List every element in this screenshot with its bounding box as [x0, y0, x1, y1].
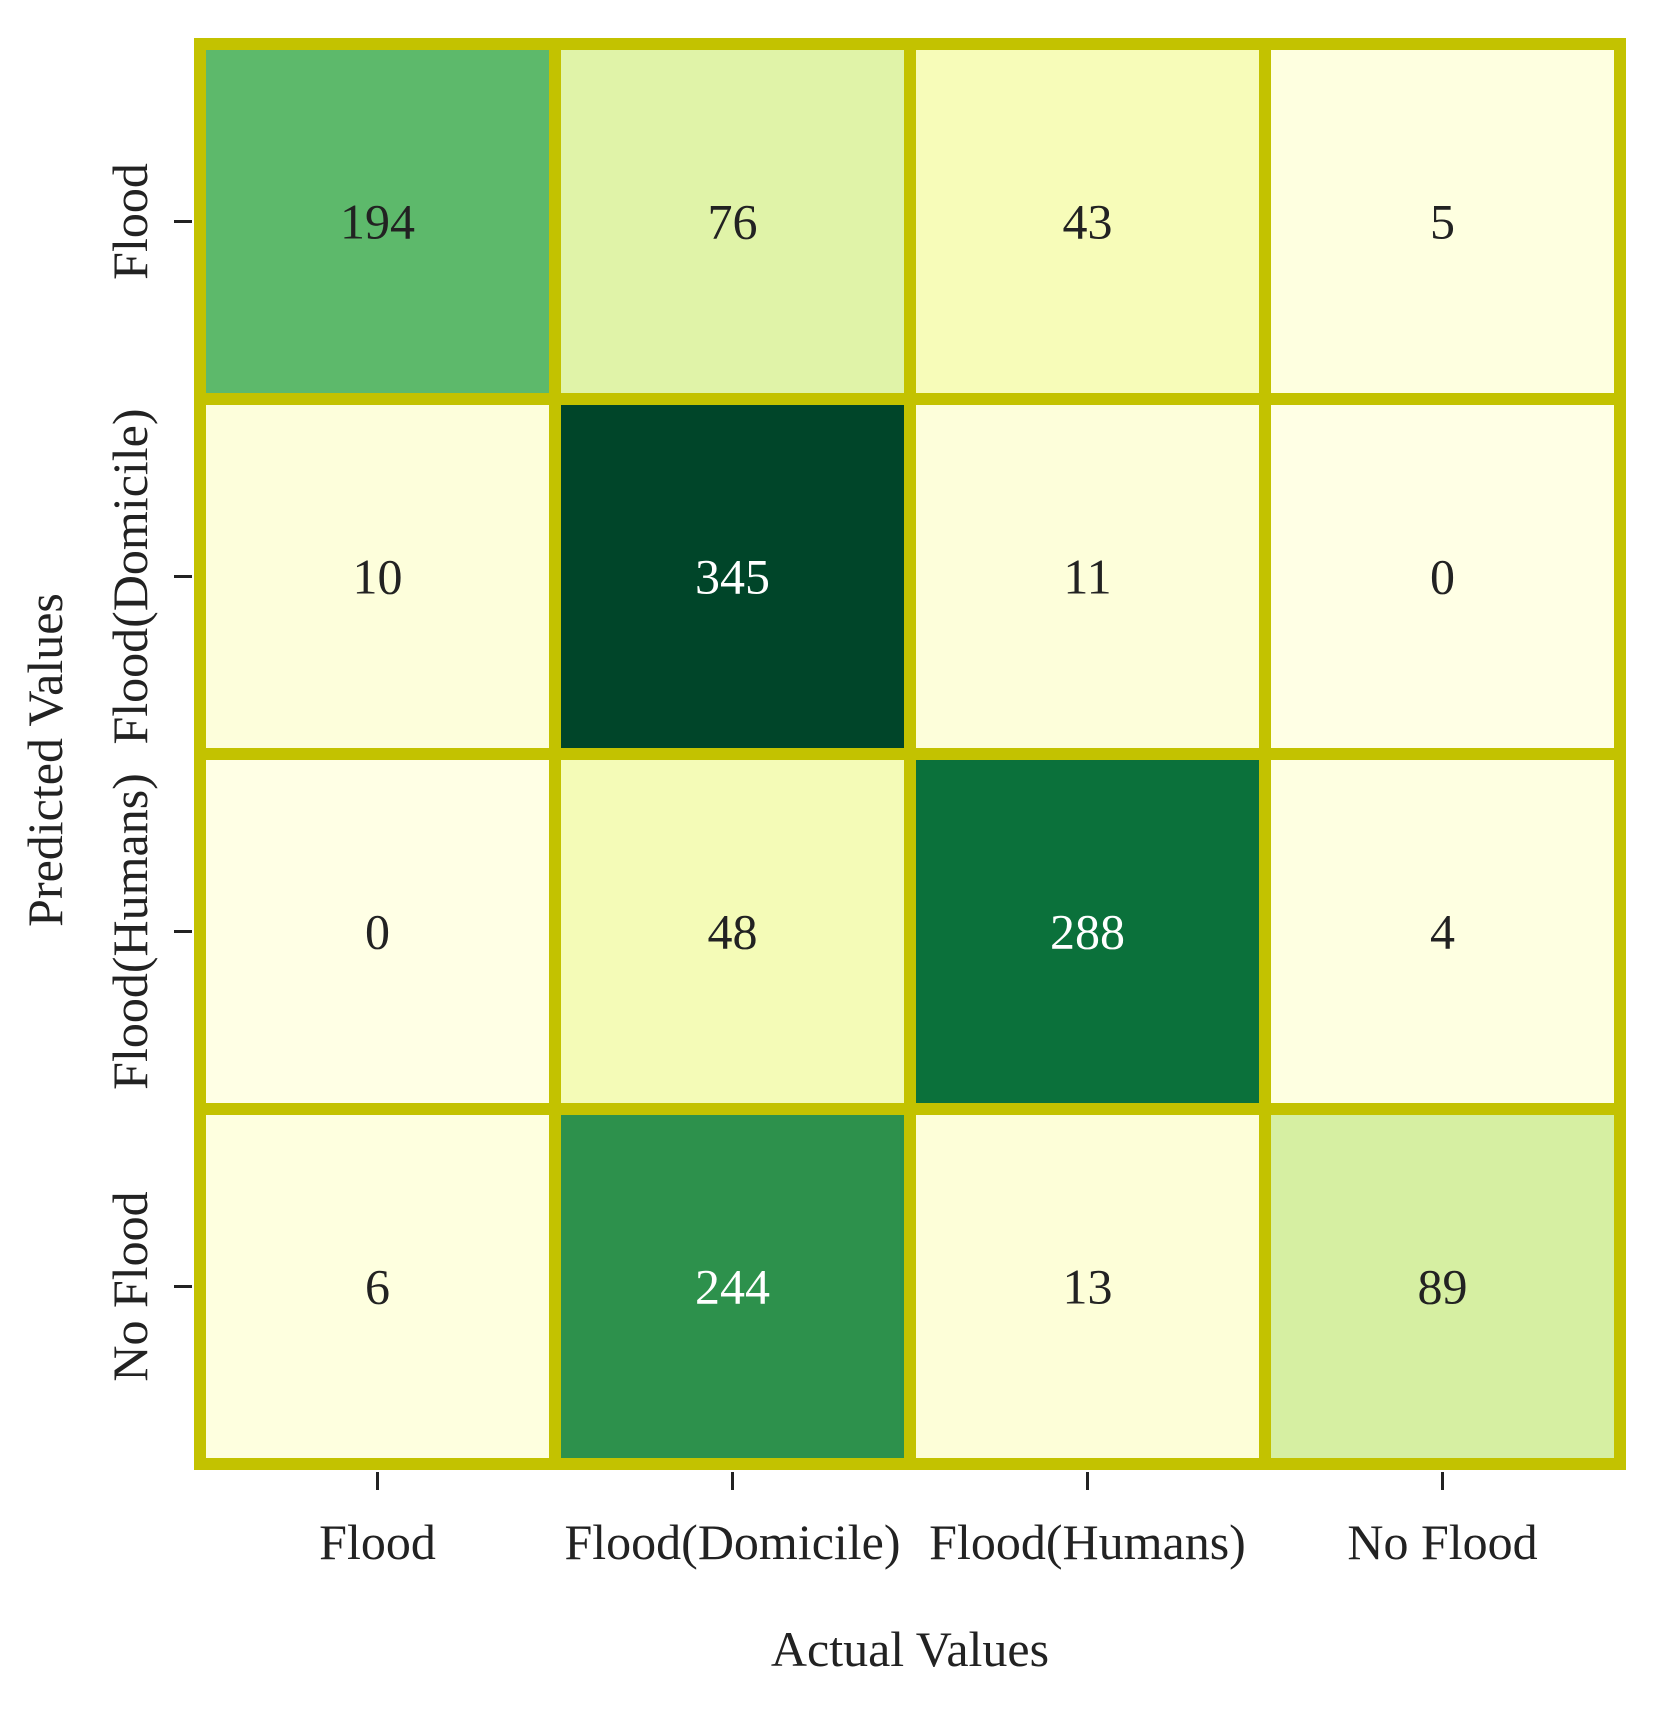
heatmap-cell-value: 5 — [1430, 194, 1455, 250]
y-axis-title: Predicted Values — [17, 593, 73, 927]
heatmap-cell-value: 0 — [1430, 549, 1455, 605]
x-tick-label: Flood — [319, 1514, 436, 1570]
heatmap-cell-values: 194 76 43 5 10 345 11 0 0 48 288 4 6 244 13 89 — [340, 194, 1468, 1315]
heatmap-cell — [561, 50, 904, 393]
heatmap-cell — [206, 405, 549, 748]
x-tick-label: Flood(Domicile) — [564, 1514, 900, 1570]
heatmap-cell — [916, 405, 1259, 748]
heatmap-cell — [916, 760, 1259, 1103]
heatmap-cell-value: 0 — [365, 904, 390, 960]
heatmap-cell-value: 76 — [708, 194, 758, 250]
heatmap-cells — [194, 38, 1626, 1470]
heatmap-cell — [916, 1115, 1259, 1458]
heatmap-cell-value: 6 — [365, 1259, 390, 1315]
x-axis-title: Actual Values — [771, 1621, 1049, 1677]
heatmap-cell — [916, 50, 1259, 393]
heatmap-cell-value: 43 — [1063, 194, 1113, 250]
y-axis-ticks: Flood Flood(Domicile) Flood(Humans) No Floo… — [102, 163, 192, 1382]
heatmap-cell — [561, 760, 904, 1103]
y-tick-label: Flood(Humans) — [102, 773, 158, 1090]
y-tick-label: Flood — [102, 163, 158, 280]
heatmap-cell — [1271, 760, 1614, 1103]
heatmap-cell-value: 11 — [1063, 549, 1111, 605]
heatmap-cell — [206, 50, 549, 393]
heatmap-cell-value: 10 — [353, 549, 403, 605]
heatmap-cell — [1271, 50, 1614, 393]
y-tick-label: No Flood — [102, 1191, 158, 1381]
heatmap-cell-value: 89 — [1418, 1259, 1468, 1315]
x-tick-label: Flood(Humans) — [929, 1514, 1246, 1570]
heatmap-cell-value: 4 — [1430, 904, 1455, 960]
heatmap-cell-value: 288 — [1050, 904, 1125, 960]
heatmap-cell-value: 13 — [1063, 1259, 1113, 1315]
y-tick-label: Flood(Domicile) — [102, 408, 158, 744]
x-tick-label: No Flood — [1347, 1514, 1537, 1570]
heatmap-cell-value: 48 — [708, 904, 758, 960]
heatmap-cell — [561, 1115, 904, 1458]
heatmap-cell — [206, 1115, 549, 1458]
heatmap-cell — [1271, 405, 1614, 748]
heatmap-cell-value: 345 — [695, 549, 770, 605]
heatmap-cell — [1271, 1115, 1614, 1458]
x-axis-ticks: Flood Flood(Domicile) Flood(Humans) No Floo… — [319, 1472, 1538, 1570]
heatmap-cell-value: 244 — [695, 1259, 770, 1315]
heatmap-cell-value: 194 — [340, 194, 415, 250]
heatmap-cell — [206, 760, 549, 1103]
heatmap-cell — [561, 405, 904, 748]
